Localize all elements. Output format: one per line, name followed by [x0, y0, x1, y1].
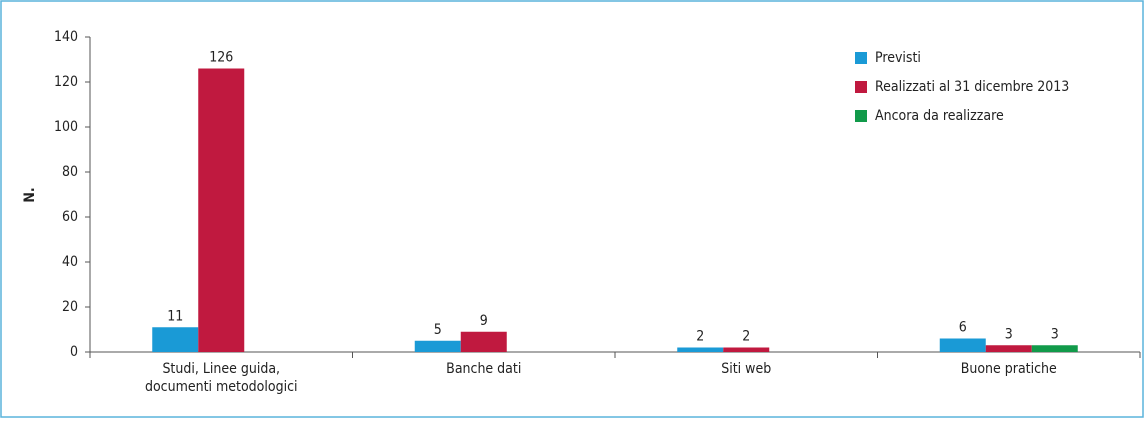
y-tick-label: 80: [62, 164, 78, 180]
x-tick-label-box: Banche dati: [446, 361, 522, 377]
value-label: 3: [1051, 326, 1059, 342]
legend-swatch: [855, 81, 867, 93]
bar: [939, 338, 986, 352]
value-label: 2: [742, 329, 750, 345]
value-label: 2: [696, 329, 704, 345]
legend-label: Ancora da realizzare: [875, 108, 1004, 124]
value-label: 9: [480, 313, 488, 329]
y-tick-label: 0: [70, 344, 78, 360]
bar: [460, 331, 507, 352]
value-label: 6: [959, 320, 967, 336]
legend-swatch: [855, 110, 867, 122]
bar: [677, 347, 724, 352]
legend-label: Realizzati al 31 dicembre 2013: [875, 79, 1069, 95]
legend-swatch: [855, 52, 867, 64]
y-axis-label: N.: [22, 187, 38, 202]
x-tick-label: Banche dati: [446, 361, 522, 377]
y-tick-label: 60: [62, 209, 78, 225]
x-tick-label: Siti web: [721, 361, 772, 377]
x-tick-label: Studi, Linee guida, documenti metodologi…: [144, 361, 298, 395]
y-tick-label: 40: [62, 254, 78, 270]
bar: [985, 345, 1032, 352]
value-label: 5: [434, 322, 442, 338]
bar: [198, 68, 245, 352]
x-tick-label-box: Studi, Linee guida, documenti metodologi…: [144, 361, 298, 395]
bar: [414, 340, 461, 352]
value-label: 126: [209, 50, 233, 66]
bar: [1031, 345, 1078, 352]
y-tick-label: 20: [62, 299, 78, 315]
y-tick-label: 100: [54, 119, 78, 135]
x-tick-label: Buone pratiche: [960, 361, 1057, 377]
y-tick-label: 140: [54, 29, 78, 45]
bar: [152, 327, 199, 352]
bar: [723, 347, 770, 352]
x-tick-label-box: Siti web: [721, 361, 772, 377]
value-label: 11: [167, 308, 183, 324]
y-tick-label: 120: [54, 74, 78, 90]
value-label: 3: [1005, 326, 1013, 342]
x-tick-label-box: Buone pratiche: [960, 361, 1057, 377]
legend-label: Previsti: [875, 50, 921, 66]
